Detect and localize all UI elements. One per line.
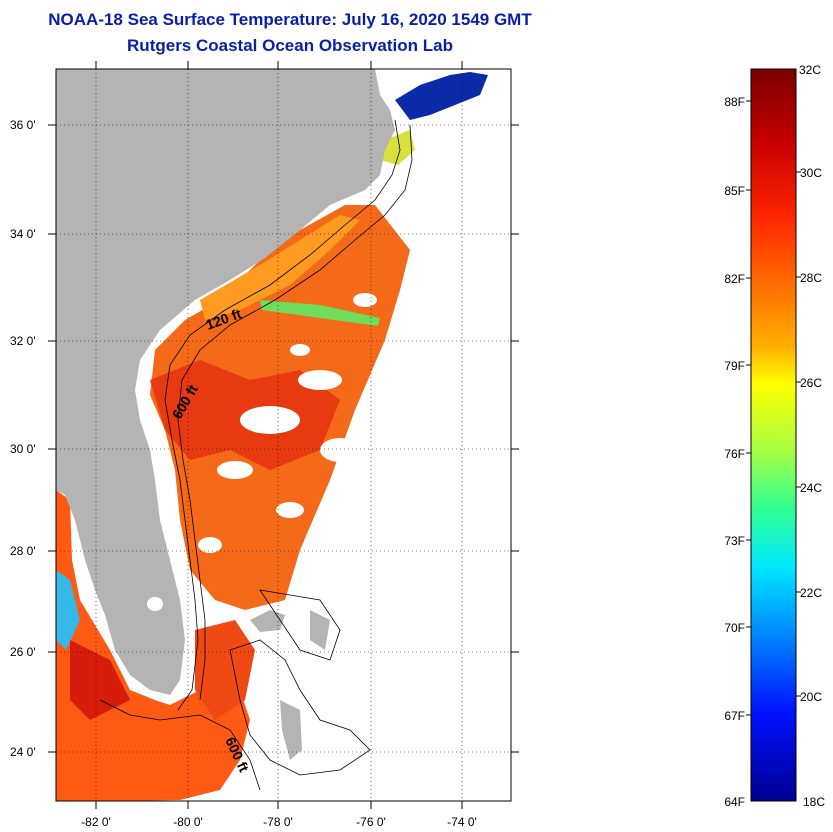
colorbar-f-label: 67F (724, 709, 745, 723)
lat-label: 24 0' (10, 745, 36, 759)
colorbar-f-label: 64F (724, 795, 745, 809)
colorbar-c-label: 18C (803, 795, 825, 809)
lake-okeechobee (147, 597, 163, 611)
colorbar-gradient (750, 68, 797, 802)
lon-label: -76 0' (356, 815, 386, 829)
sst-gulf-swath (56, 490, 250, 801)
lat-label: 28 0' (10, 544, 36, 558)
sst-hatteras-cold (395, 72, 488, 120)
colorbar-c-label: 22C (800, 586, 822, 600)
sst-green-band (260, 300, 380, 326)
colorbar-f-label: 76F (724, 447, 745, 461)
colorbar: 88F 85F 82F 79F 76F 73F 70F 67F 64F 32C … (724, 63, 825, 809)
colorbar-c-label: 24C (800, 481, 822, 495)
sst-coastal-band (200, 215, 360, 320)
lon-label: -82 0' (81, 815, 111, 829)
land-bahamas (250, 610, 330, 760)
bathymetry-contours (99, 119, 413, 791)
colorbar-c-label: 32C (799, 63, 821, 77)
lon-label: -80 0' (173, 815, 203, 829)
sst-gulf-warm (70, 640, 130, 720)
colorbar-f-label: 79F (724, 359, 745, 373)
lat-label: 34 0' (10, 227, 36, 241)
colorbar-f-label: 70F (724, 621, 745, 635)
lon-label: -74 0' (447, 815, 477, 829)
map-panel: 36 0' 34 0' 32 0' 30 0' 28 0' 26 0' 24 0… (10, 61, 519, 829)
colorbar-c-label: 28C (800, 271, 822, 285)
colorbar-c-label: 30C (800, 166, 822, 180)
lat-label: 26 0' (10, 645, 36, 659)
map-ticks (48, 61, 519, 809)
colorbar-f-label: 82F (724, 272, 745, 286)
lon-label: -78 0' (263, 815, 293, 829)
colorbar-c-label: 26C (800, 376, 822, 390)
colorbar-ticks (746, 100, 801, 716)
cloud-gaps (198, 293, 377, 553)
map-frame (55, 68, 512, 802)
land-us-mainland (56, 69, 395, 695)
colorbar-f-label: 88F (724, 95, 745, 109)
colorbar-c-label: 20C (800, 690, 822, 704)
sst-bahamas-patch (195, 620, 255, 720)
colorbar-f-label: 85F (724, 184, 745, 198)
map-title: NOAA-18 Sea Surface Temperature: July 16… (48, 10, 532, 29)
lat-label: 30 0' (10, 442, 36, 456)
map-subtitle: Rutgers Coastal Ocean Observation Lab (127, 36, 453, 55)
lat-label: 32 0' (10, 334, 36, 348)
lat-label: 36 0' (10, 118, 36, 132)
colorbar-f-label: 73F (724, 534, 745, 548)
sst-gulf-cool (56, 570, 80, 650)
